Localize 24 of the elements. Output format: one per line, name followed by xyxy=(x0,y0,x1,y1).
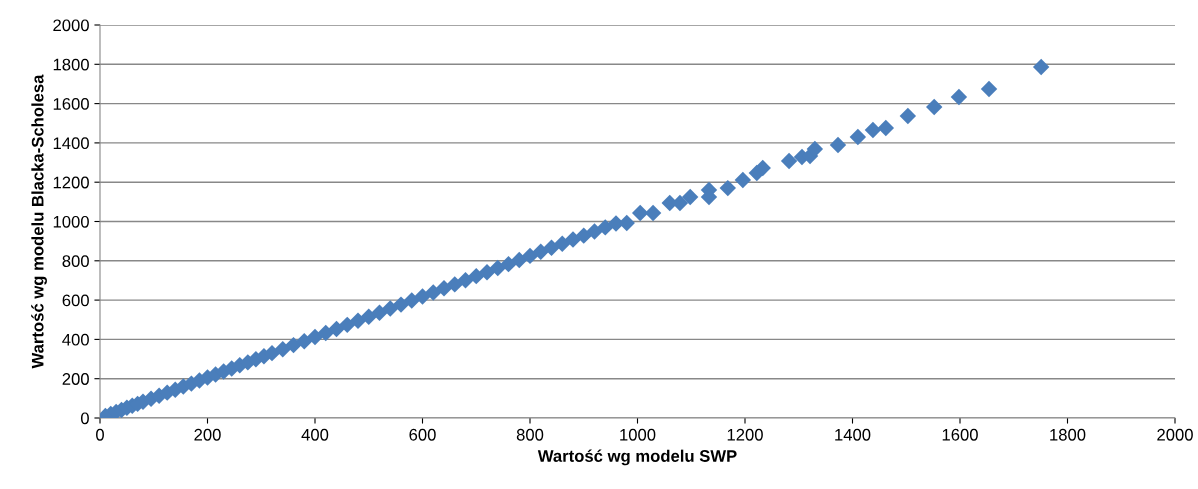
x-tick-label: 1800 xyxy=(1050,428,1086,441)
y-tick-label: 1400 xyxy=(53,137,89,150)
y-tick-label: 600 xyxy=(62,294,89,307)
y-axis-title: Wartość wg modelu Blacka-Scholesa xyxy=(31,74,47,369)
x-tick-label: 200 xyxy=(194,428,221,441)
y-tick-label: 0 xyxy=(80,412,89,425)
x-axis-title: Wartość wg modelu SWP xyxy=(537,449,737,466)
x-tick-label: 800 xyxy=(516,428,544,441)
y-tick-label: 800 xyxy=(62,255,89,267)
x-tick-label: 400 xyxy=(301,428,329,441)
y-tick-label: 1600 xyxy=(53,98,89,110)
x-tick-label: 1000 xyxy=(620,428,656,441)
y-tick-label: 400 xyxy=(62,333,89,346)
y-tick-label: 200 xyxy=(62,373,89,385)
x-tick-label: 600 xyxy=(409,428,436,441)
y-tick-label: 1200 xyxy=(53,176,89,189)
x-tick-label: 0 xyxy=(96,428,104,441)
x-tick-label: 1200 xyxy=(727,428,763,441)
x-tick-label: 1600 xyxy=(942,428,978,441)
y-tick-label: 1800 xyxy=(53,58,89,71)
x-tick-label: 1400 xyxy=(835,428,871,441)
y-tick-label: 1000 xyxy=(53,215,89,228)
y-tick-label: 2000 xyxy=(53,19,89,32)
x-tick-label: 2000 xyxy=(1157,428,1193,441)
